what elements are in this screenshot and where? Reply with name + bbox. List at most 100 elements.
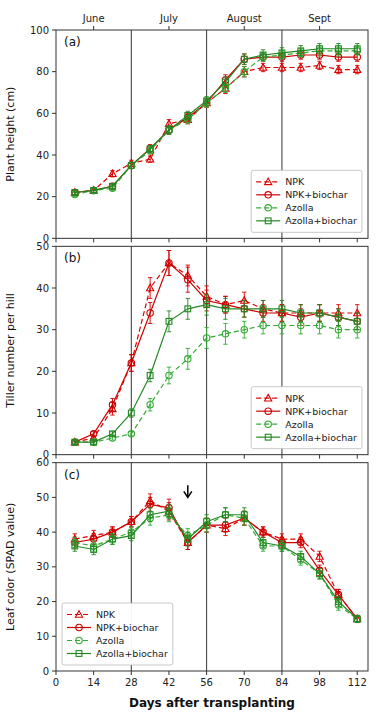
error-bar (242, 66, 246, 76)
point (110, 536, 116, 542)
error-bar (204, 294, 208, 315)
series-line (75, 263, 357, 442)
x-tick-label: 42 (163, 677, 176, 688)
error-bar (317, 569, 321, 579)
error-bar (91, 188, 95, 192)
point (260, 322, 266, 328)
point (109, 170, 116, 177)
point (72, 543, 78, 549)
error-bar (148, 508, 152, 522)
plot-frame (56, 463, 368, 671)
y-tick (52, 246, 56, 247)
error-bar (355, 615, 359, 622)
boundary-line (206, 30, 207, 238)
arrow-head (184, 491, 192, 497)
legend-label: Azolla+biochar (285, 215, 357, 226)
point (298, 310, 304, 316)
point (147, 501, 153, 507)
point (279, 543, 285, 549)
error-bar (336, 44, 340, 54)
legend-line (67, 653, 91, 654)
x-tick (93, 238, 94, 242)
x-tick (206, 455, 207, 459)
point (354, 615, 361, 622)
panel: 0102030405060014284256708498112(c)Leaf c… (4, 457, 368, 710)
error-bar (317, 44, 321, 54)
point (185, 113, 191, 119)
legend-line (67, 640, 91, 641)
legend-marker (265, 421, 271, 427)
error-bar (186, 298, 190, 319)
y-tick-label: 60 (36, 108, 49, 119)
legend: NPKNPK+biocharAzollaAzolla+biochar (62, 603, 173, 665)
point (166, 508, 172, 514)
point (128, 533, 134, 539)
legend-marker (265, 394, 272, 401)
point (336, 599, 342, 605)
legend: NPKNPK+biocharAzollaAzolla+biochar (251, 170, 362, 232)
x-tick (168, 238, 169, 242)
plot-frame (56, 246, 368, 454)
point (354, 46, 360, 52)
error-bar (223, 323, 227, 344)
error-bar (204, 97, 208, 105)
x-tick (168, 671, 169, 675)
series (72, 251, 361, 446)
error-bar (280, 541, 284, 551)
legend-marker (76, 637, 82, 643)
point (109, 185, 115, 191)
y-tick (52, 636, 56, 637)
y-tick (52, 155, 56, 156)
y-tick (52, 238, 56, 239)
error-bar (167, 311, 171, 332)
figure: 020406080100JuneJulyAugustSept(a)Plant h… (0, 0, 378, 719)
point (204, 302, 210, 308)
x-tick (244, 455, 245, 459)
error-bar (110, 534, 114, 544)
error-bar (261, 527, 265, 537)
plot-background (56, 30, 368, 238)
x-tick (244, 671, 245, 675)
error-bar (148, 398, 152, 411)
x-tick (281, 238, 282, 242)
point (260, 52, 266, 58)
legend-line (256, 424, 280, 425)
x-tick (281, 455, 282, 459)
point (128, 360, 134, 366)
y-tick-label: 30 (36, 324, 49, 335)
error-bar (129, 432, 133, 436)
error-bar (167, 126, 171, 134)
point (90, 431, 96, 437)
x-tick (56, 671, 57, 675)
point (223, 306, 229, 312)
y-axis-label: Leaf color (SPAD value) (4, 503, 17, 631)
point (354, 616, 360, 622)
legend-marker (76, 651, 82, 657)
plot-background (56, 463, 368, 671)
error-bar (242, 508, 246, 522)
error-bar (261, 537, 265, 547)
point (110, 183, 116, 189)
panel: 01020304050(b)Tiller number per hillNPKN… (4, 241, 368, 460)
point (71, 438, 78, 445)
point (335, 326, 341, 332)
error-bar (280, 48, 284, 58)
y-tick (52, 30, 56, 31)
x-tick (93, 671, 94, 675)
boundary-line (281, 463, 282, 671)
error-bar (167, 367, 171, 384)
legend-box (251, 387, 362, 449)
error-bar (167, 504, 171, 518)
series-line (75, 501, 357, 619)
point (316, 322, 322, 328)
error-bar (355, 615, 359, 622)
error-bar (223, 508, 227, 522)
series (71, 251, 361, 445)
point (222, 331, 228, 337)
error-bar (186, 111, 190, 119)
y-tick-label: 20 (36, 191, 49, 202)
error-bar (167, 251, 171, 276)
y-tick-label: 40 (36, 283, 49, 294)
legend-marker (75, 611, 82, 618)
error-bar (261, 301, 265, 318)
